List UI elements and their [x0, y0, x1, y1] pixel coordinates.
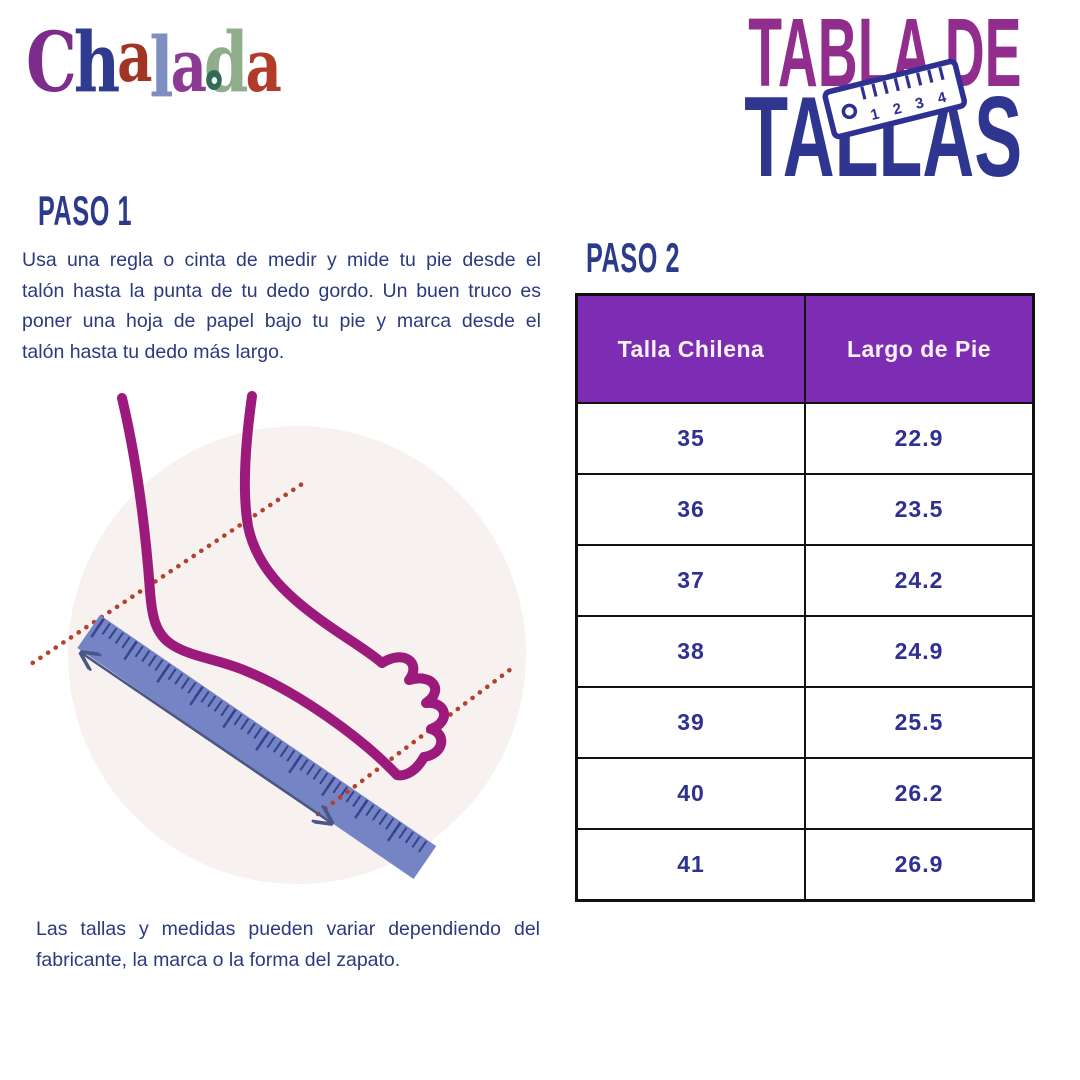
tape-number: 1 [869, 106, 881, 125]
text-line: Las tallas y medidas pueden variar depen… [36, 918, 540, 940]
size-cell: 38 [575, 615, 806, 688]
text-line: poner una hoja de papel bajo tu pie y ma… [22, 310, 541, 333]
tape-number: 3 [914, 94, 926, 113]
logo-letter: a [117, 15, 152, 98]
paso-2-heading: PASO 2 [586, 234, 681, 281]
length-cell: 23.5 [804, 473, 1035, 546]
length-cell: 25.5 [804, 686, 1035, 759]
table-row: 35 22.9 [575, 402, 1035, 475]
measuring-tape-icon: 1 2 3 4 [822, 58, 968, 140]
logo-letter: d [203, 15, 249, 111]
text-line: fabricante, la marca o la forma del zapa… [36, 949, 401, 971]
table-row: 38 24.9 [575, 615, 1035, 688]
length-cell: 26.2 [804, 757, 1035, 830]
table-row: 39 25.5 [575, 686, 1035, 759]
logo-letter: a [245, 23, 281, 108]
flower-icon [206, 70, 222, 90]
logo-letter-d-wrap: d [203, 15, 249, 111]
foot-measurement-illustration [30, 391, 526, 884]
disclaimer-note: Las tallas y medidas pueden variar depen… [36, 914, 540, 976]
column-header-talla: Talla Chilena [575, 293, 806, 404]
heel-guide-dotted-line [30, 481, 305, 668]
paso-1-text: Usa una regla o cinta de medir y mide tu… [22, 245, 541, 367]
logo-letter: a [170, 23, 207, 108]
logo-letter: l [149, 20, 173, 116]
logo-letter: C [26, 15, 77, 111]
length-cell: 22.9 [804, 402, 1035, 475]
column-header-largo: Largo de Pie [804, 293, 1035, 404]
text-line: Usa una regla o cinta de medir y mide tu… [22, 249, 541, 271]
measurement-arrow [83, 654, 330, 822]
text-line: talón hasta la punta de tu dedo gordo. U… [22, 279, 541, 302]
size-cell: 36 [575, 473, 806, 546]
size-cell: 35 [575, 402, 806, 475]
table-row: 40 26.2 [575, 757, 1035, 830]
table-row: 41 26.9 [575, 828, 1035, 902]
table-row: 37 24.2 [575, 544, 1035, 617]
size-cell: 41 [575, 828, 806, 902]
logo-letter: h [73, 15, 120, 111]
size-cell: 37 [575, 544, 806, 617]
foot-outline [117, 391, 449, 781]
size-cell: 39 [575, 686, 806, 759]
length-cell: 26.9 [804, 828, 1035, 902]
size-table: Talla Chilena Largo de Pie 35 22.9 36 23… [575, 293, 1035, 902]
table-row: 36 23.5 [575, 473, 1035, 546]
paso-1-heading: PASO 1 [38, 187, 133, 234]
length-cell: 24.2 [804, 544, 1035, 617]
length-cell: 24.9 [804, 615, 1035, 688]
table-header-row: Talla Chilena Largo de Pie [575, 293, 1035, 404]
tape-number: 2 [891, 100, 903, 119]
brand-logo: Chalad a [26, 15, 282, 116]
size-cell: 40 [575, 757, 806, 830]
text-line: talón hasta tu dedo más largo. [22, 340, 285, 363]
